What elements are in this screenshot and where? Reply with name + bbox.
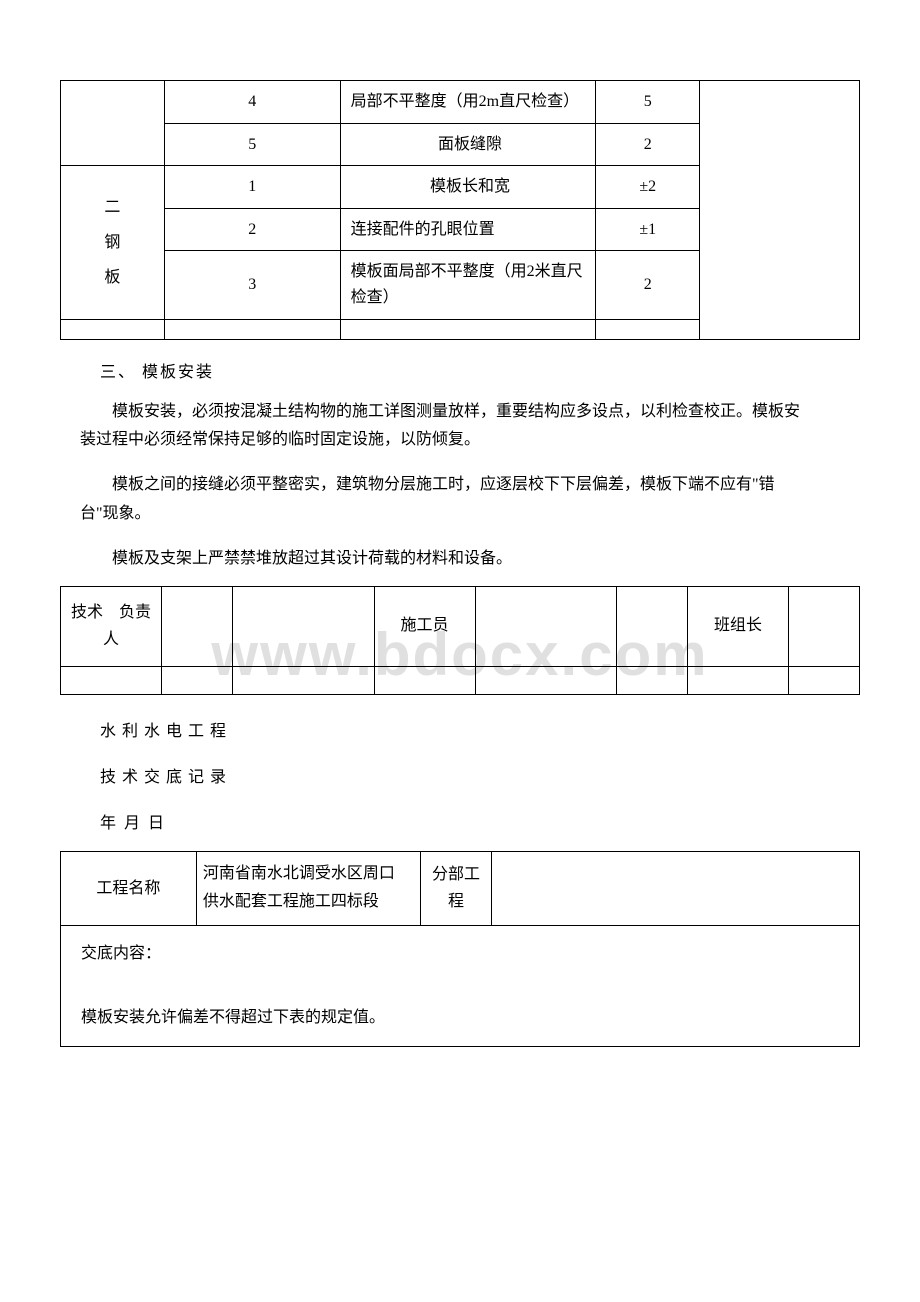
cell-blank — [374, 666, 475, 694]
cell-blank — [61, 666, 162, 694]
tolerance-table: 4 局部不平整度（用2m直尺检查） 5 5 面板缝隙 2 二 钢 板 1 模板长… — [60, 80, 860, 340]
cell-value: 2 — [596, 123, 700, 166]
paragraph: 模板安装，必须按混凝土结构物的施工详图测量放样，重要结构应多设点，以利检查校正。… — [80, 398, 800, 456]
cell-text: 模板面局部不平整度（用2米直尺检查） — [351, 263, 583, 306]
cell-blank — [340, 319, 596, 339]
cell-item: 面板缝隙 — [340, 123, 596, 166]
cell-item: 模板长和宽 — [340, 166, 596, 209]
cell-blank — [617, 666, 688, 694]
signature-table: 技术 负责人 施工员 班组长 — [60, 586, 860, 695]
cell-blank — [232, 666, 374, 694]
cell-item: 连接配件的孔眼位置 — [340, 208, 596, 251]
label-subproject: 分部工程 — [420, 851, 492, 926]
label-builder: 施工员 — [374, 586, 475, 666]
cell-num: 4 — [164, 81, 340, 124]
cell-num: 1 — [164, 166, 340, 209]
label-tech-lead: 技术 负责人 — [61, 586, 162, 666]
date-line: 年 月 日 — [100, 809, 860, 833]
cell-blank — [164, 319, 340, 339]
cell-blank — [789, 666, 860, 694]
cell-value: 2 — [596, 251, 700, 319]
content-line: 交底内容： — [81, 945, 161, 962]
doc-title: 水利水电工程 — [100, 717, 860, 741]
cell-num: 3 — [164, 251, 340, 319]
section-title: 三、 模板安装 — [100, 358, 860, 382]
cell-blank — [596, 319, 700, 339]
cell-project-value: 河南省南水北调受水区周口供水配套工程施工四标段 — [196, 851, 420, 926]
cell-blank — [617, 586, 688, 666]
cell-value: ±1 — [596, 208, 700, 251]
label-project-name: 工程名称 — [61, 851, 197, 926]
paragraph: 模板及支架上严禁禁堆放超过其设计荷载的材料和设备。 — [80, 545, 800, 574]
cell-blank — [61, 81, 165, 166]
table-row: 4 局部不平整度（用2m直尺检查） 5 — [61, 81, 860, 124]
cell-blank — [492, 851, 860, 926]
cell-blank — [789, 586, 860, 666]
paragraph: 模板之间的接缝必须平整密实，建筑物分层施工时，应逐层校下下层偏差，模板下端不应有… — [80, 471, 800, 529]
cell-text: 局部不平整度（用2m直尺检查） — [351, 93, 579, 110]
cell-blank — [700, 81, 860, 340]
cell-item: 局部不平整度（用2m直尺检查） — [340, 81, 596, 124]
cell-blank — [61, 319, 165, 339]
content-line: 模板安装允许偏差不得超过下表的规定值。 — [81, 1009, 385, 1026]
cell-content: 交底内容： 模板安装允许偏差不得超过下表的规定值。 — [61, 926, 860, 1047]
label-line: 钢 — [104, 234, 120, 251]
cell-num: 2 — [164, 208, 340, 251]
cell-blank — [162, 666, 233, 694]
cell-blank — [475, 586, 617, 666]
cell-value: 5 — [596, 81, 700, 124]
cell-value: ±2 — [596, 166, 700, 209]
cell-text: 连接配件的孔眼位置 — [351, 221, 495, 238]
cell-num: 5 — [164, 123, 340, 166]
cell-category: 二 钢 板 — [61, 166, 165, 319]
cell-blank — [232, 586, 374, 666]
cell-text: 河南省南水北调受水区周口供水配套工程施工四标段 — [203, 865, 395, 911]
table-row: 技术 负责人 施工员 班组长 — [61, 586, 860, 666]
cell-blank — [688, 666, 789, 694]
label-team-lead: 班组长 — [688, 586, 789, 666]
table-row: 交底内容： 模板安装允许偏差不得超过下表的规定值。 — [61, 926, 860, 1047]
project-table: 工程名称 河南省南水北调受水区周口供水配套工程施工四标段 分部工程 交底内容： … — [60, 851, 860, 1048]
cell-blank — [162, 586, 233, 666]
table-row — [61, 666, 860, 694]
table-row: 工程名称 河南省南水北调受水区周口供水配套工程施工四标段 分部工程 — [61, 851, 860, 926]
doc-subtitle: 技术交底记录 — [100, 763, 860, 787]
label-line: 二 — [104, 199, 120, 216]
label-line: 板 — [104, 269, 120, 286]
cell-blank — [475, 666, 617, 694]
cell-item: 模板面局部不平整度（用2米直尺检查） — [340, 251, 596, 319]
